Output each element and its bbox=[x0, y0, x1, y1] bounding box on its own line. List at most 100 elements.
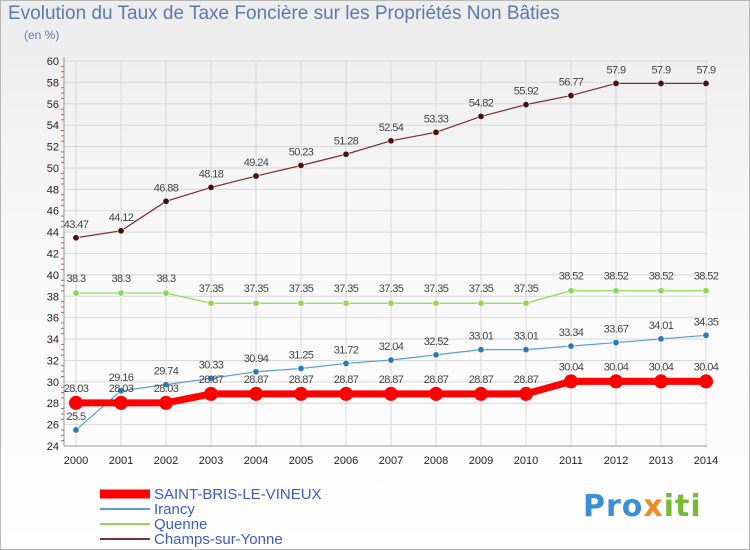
data-point bbox=[297, 161, 305, 169]
y-tick-label: 24 bbox=[47, 441, 59, 453]
data-point bbox=[252, 172, 260, 180]
data-point bbox=[657, 79, 665, 87]
logo-part-1: Pro bbox=[583, 489, 644, 524]
data-label: 43.47 bbox=[64, 219, 89, 231]
logo-part-3: iti bbox=[663, 489, 702, 524]
x-tick-label: 2004 bbox=[244, 455, 268, 467]
data-label: 48.18 bbox=[199, 168, 224, 180]
legend: SAINT-BRIS-LE-VINEUXIrancyQuenneChamps-s… bbox=[100, 486, 322, 548]
data-label: 28.03 bbox=[154, 383, 179, 395]
data-label: 28.87 bbox=[379, 374, 404, 386]
legend-label: SAINT-BRIS-LE-VINEUX bbox=[154, 486, 322, 503]
series-group bbox=[69, 79, 713, 434]
data-label: 37.35 bbox=[289, 283, 314, 295]
data-point bbox=[204, 386, 218, 401]
data-point bbox=[387, 137, 395, 145]
data-label: 38.52 bbox=[649, 271, 674, 283]
data-label: 38.3 bbox=[156, 273, 175, 285]
data-label: 28.87 bbox=[289, 374, 314, 386]
y-tick-label: 42 bbox=[47, 249, 59, 261]
data-label: 33.01 bbox=[514, 331, 539, 343]
data-point bbox=[342, 359, 350, 367]
data-label: 28.87 bbox=[469, 374, 494, 386]
data-label: 30.33 bbox=[199, 359, 224, 371]
data-point bbox=[72, 234, 80, 242]
data-point bbox=[522, 101, 530, 109]
data-point bbox=[69, 395, 83, 410]
data-label: 50.23 bbox=[289, 146, 314, 158]
x-tick-label: 2006 bbox=[334, 455, 358, 467]
data-label: 30.04 bbox=[649, 361, 674, 373]
data-point bbox=[612, 287, 620, 295]
data-label: 37.35 bbox=[334, 283, 359, 295]
y-tick-label: 60 bbox=[47, 56, 59, 68]
data-point bbox=[252, 299, 260, 307]
data-point bbox=[567, 92, 575, 100]
data-point bbox=[342, 299, 350, 307]
data-label: 32.52 bbox=[424, 336, 449, 348]
data-point bbox=[72, 426, 80, 434]
data-label: 30.94 bbox=[244, 353, 269, 365]
data-point bbox=[162, 289, 170, 297]
data-label: 37.35 bbox=[199, 283, 224, 295]
data-point bbox=[429, 386, 443, 401]
y-tick-label: 52 bbox=[47, 142, 59, 154]
legend-label: Quenne bbox=[154, 516, 207, 533]
x-tick-label: 2005 bbox=[289, 455, 313, 467]
data-point bbox=[162, 197, 170, 205]
x-tick-label: 2003 bbox=[199, 455, 223, 467]
data-label: 51.28 bbox=[334, 135, 359, 147]
data-point bbox=[612, 79, 620, 87]
data-label: 57.9 bbox=[606, 64, 625, 76]
data-label: 28.03 bbox=[109, 383, 134, 395]
x-tick-label: 2010 bbox=[514, 455, 538, 467]
data-point bbox=[117, 289, 125, 297]
data-point bbox=[522, 299, 530, 307]
data-point bbox=[702, 331, 710, 339]
legend-label: Champs-sur-Yonne bbox=[154, 531, 283, 548]
data-label: 29.16 bbox=[109, 372, 134, 384]
data-label: 30.04 bbox=[559, 361, 584, 373]
data-point bbox=[702, 79, 710, 87]
data-label: 38.3 bbox=[111, 273, 130, 285]
x-tick-label: 2011 bbox=[559, 455, 583, 467]
data-label: 30.04 bbox=[604, 361, 629, 373]
data-label: 46.88 bbox=[154, 182, 179, 194]
data-label: 55.92 bbox=[514, 86, 539, 98]
data-point bbox=[387, 356, 395, 364]
y-tick-label: 26 bbox=[47, 420, 59, 432]
y-tick-label: 38 bbox=[47, 291, 59, 303]
x-tick-label: 2013 bbox=[649, 455, 673, 467]
data-label: 25.5 bbox=[66, 411, 85, 423]
data-label: 53.33 bbox=[424, 113, 449, 125]
data-label: 28.87 bbox=[424, 374, 449, 386]
data-point bbox=[654, 374, 668, 389]
legend-label: Irancy bbox=[154, 501, 195, 518]
data-label: 37.35 bbox=[469, 283, 494, 295]
x-tick-label: 2001 bbox=[109, 455, 133, 467]
data-point bbox=[432, 351, 440, 359]
data-point bbox=[657, 287, 665, 295]
data-label: 54.82 bbox=[469, 97, 494, 109]
data-point bbox=[519, 386, 533, 401]
data-point bbox=[162, 381, 170, 389]
data-point bbox=[567, 342, 575, 350]
x-tick-label: 2000 bbox=[64, 455, 88, 467]
chart-title: Evolution du Taux de Taxe Foncière sur l… bbox=[8, 3, 560, 24]
data-point bbox=[612, 339, 620, 347]
data-point bbox=[342, 150, 350, 158]
unit-label: (en %) bbox=[24, 28, 60, 42]
data-point bbox=[384, 386, 398, 401]
data-label: 37.35 bbox=[424, 283, 449, 295]
x-tick-label: 2007 bbox=[379, 455, 403, 467]
data-label: 34.35 bbox=[694, 316, 719, 328]
data-point bbox=[474, 386, 488, 401]
data-label: 33.67 bbox=[604, 324, 629, 336]
data-point bbox=[294, 386, 308, 401]
data-label: 56.77 bbox=[559, 77, 584, 89]
data-label: 37.35 bbox=[514, 283, 539, 295]
data-point bbox=[339, 386, 353, 401]
x-tick-label: 2002 bbox=[154, 455, 178, 467]
y-tick-label: 30 bbox=[47, 377, 59, 389]
data-label: 30.04 bbox=[694, 361, 719, 373]
